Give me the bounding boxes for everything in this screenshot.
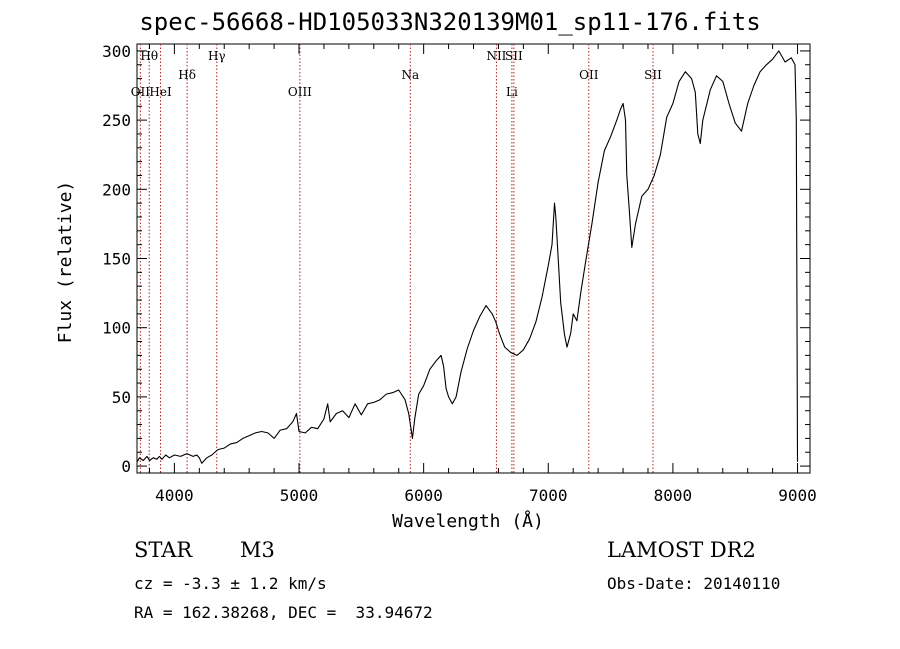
y-tick-label-2: 100	[102, 319, 131, 338]
object-class: STAR	[134, 538, 193, 562]
x-axis-label: Wavelength (Å)	[392, 510, 544, 532]
marker-label-5: OIII	[288, 85, 312, 99]
observation-date: Obs-Date: 20140110	[607, 574, 781, 593]
y-tick-label-1: 50	[112, 388, 131, 407]
marker-label-11: SII	[644, 68, 662, 82]
x-tick-label-3: 7000	[529, 486, 568, 505]
x-tick-label-0: 4000	[155, 486, 194, 505]
x-tick-label-1: 5000	[280, 486, 319, 505]
x-tick-label-4: 8000	[654, 486, 693, 505]
marker-label-6: Na	[401, 68, 419, 82]
y-tick-label-0: 0	[121, 457, 131, 476]
object-subclass: M3	[240, 538, 275, 562]
axis-ticks: 4000 5000 6000 7000 8000 9000 0 50 100 150 200 250 3…	[102, 42, 817, 505]
ra-dec-coordinates: RA = 162.38268, DEC = 33.94672	[134, 603, 433, 622]
survey-name: LAMOST DR2	[607, 538, 756, 562]
y-tick-label-3: 150	[102, 250, 131, 269]
y-tick-label-5: 250	[102, 111, 131, 130]
series-layer	[136, 50, 799, 464]
x-tick-label-5: 9000	[778, 486, 817, 505]
y-tick-label-6: 300	[102, 42, 131, 61]
plot-border	[136, 43, 811, 474]
spectrum-line-0	[136, 50, 799, 464]
x-tick-label-2: 6000	[404, 486, 443, 505]
y-tick-label-4: 200	[102, 180, 131, 199]
chart-title: spec-56668-HD105033N320139M01_sp11-176.f…	[139, 8, 761, 36]
marker-label-0: Hθ	[140, 49, 158, 63]
y-axis-label: Flux (relative)	[55, 181, 76, 344]
marker-label-4: Hγ	[208, 49, 226, 63]
plot-frame	[136, 43, 811, 474]
marker-label-10: OII	[579, 68, 599, 82]
redshift-cz: cz = -3.3 ± 1.2 km/s	[134, 574, 327, 593]
marker-label-7: NII	[486, 49, 506, 63]
marker-label-9: SII	[505, 49, 523, 63]
marker-label-8: Li	[506, 85, 518, 99]
marker-label-2: HeI	[149, 85, 172, 99]
marker-label-3: Hδ	[178, 68, 196, 82]
